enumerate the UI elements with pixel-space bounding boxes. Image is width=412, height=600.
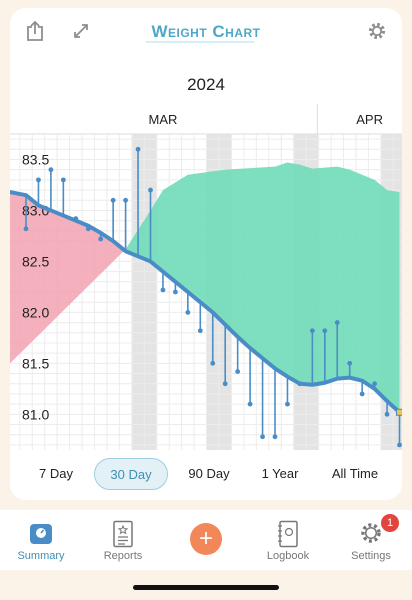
- gear-icon[interactable]: [364, 18, 390, 44]
- reading-point: [98, 236, 104, 242]
- reading-point: [384, 411, 390, 417]
- reading-point: [260, 434, 265, 440]
- range-7-day[interactable]: 7 Day: [39, 465, 73, 481]
- range-selector: 7 Day 30 Day 90 Day 1 Year All Time: [10, 458, 402, 492]
- reading-point: [36, 177, 41, 183]
- tab-label: Settings: [351, 550, 391, 562]
- reading-point: [235, 369, 241, 374]
- top-bar: Weight Chart: [10, 8, 402, 52]
- logbook-icon: [278, 520, 298, 548]
- reading-point: [222, 381, 228, 387]
- share-icon[interactable]: [22, 18, 48, 44]
- reading-point: [197, 328, 203, 334]
- tab-bar: Summary Reports + Logbook Settings: [0, 510, 412, 570]
- reading-point: [210, 360, 216, 366]
- range-90-day[interactable]: 90 Day: [188, 465, 230, 481]
- reading-point: [123, 197, 128, 203]
- reading-point: [60, 177, 66, 183]
- scale-icon: [30, 524, 52, 544]
- home-indicator: [133, 585, 279, 590]
- gear-icon: [361, 523, 381, 543]
- month-label: APR: [356, 112, 383, 127]
- reading-point: [48, 167, 54, 173]
- reading-point: [272, 434, 278, 440]
- tab-label: Logbook: [266, 550, 310, 562]
- reading-point: [173, 289, 178, 295]
- weight-loss-area: [125, 162, 400, 413]
- reading-point: [359, 391, 365, 397]
- title-underline: [146, 41, 254, 43]
- reading-point: [347, 360, 353, 366]
- tab-label: Summary: [17, 550, 65, 562]
- report-icon: [113, 520, 133, 548]
- y-tick-label: 81.0: [22, 406, 49, 422]
- year-label: 2024: [187, 75, 225, 94]
- weight-chart[interactable]: MAR APR 83.5 83.0 82.5 82.0 81.5 81.0: [10, 104, 402, 450]
- reading-point: [148, 187, 153, 193]
- latest-trend-point: [396, 408, 402, 416]
- reading-point: [135, 146, 141, 152]
- reading-point: [309, 328, 315, 334]
- range-30-day[interactable]: 30 Day: [94, 458, 168, 490]
- reading-point: [23, 226, 29, 232]
- y-tick-label: 83.5: [22, 151, 49, 167]
- y-tick-label: 81.5: [22, 355, 49, 371]
- month-label: MAR: [149, 112, 178, 127]
- chart-card: Weight Chart 2024 MAR APR 83.5 83.0 82.5 82.0…: [10, 8, 402, 500]
- reading-point: [322, 328, 328, 334]
- reading-point: [160, 287, 166, 293]
- y-tick-label: 82.0: [22, 304, 49, 320]
- tab-logbook[interactable]: Logbook: [253, 516, 323, 570]
- tab-settings[interactable]: Settings: [336, 516, 406, 570]
- settings-badge: 1: [381, 514, 399, 532]
- reading-point: [185, 309, 191, 315]
- tab-label: Reports: [103, 550, 143, 562]
- plus-icon[interactable]: +: [190, 523, 222, 555]
- reading-point: [372, 381, 377, 387]
- range-1-year[interactable]: 1 Year: [261, 465, 299, 481]
- y-tick-label: 82.5: [22, 253, 49, 269]
- reading-point: [334, 320, 340, 325]
- page-title: Weight Chart: [151, 22, 261, 41]
- reading-point: [247, 401, 253, 407]
- reading-point: [110, 197, 116, 203]
- reading-point: [285, 401, 290, 407]
- tab-summary[interactable]: Summary: [6, 516, 76, 570]
- expand-icon[interactable]: [68, 18, 94, 44]
- range-all-time[interactable]: All Time: [331, 465, 379, 481]
- reading-point: [397, 442, 402, 448]
- tab-reports[interactable]: Reports: [88, 516, 158, 570]
- trend-line: [10, 190, 402, 415]
- weight-gain-area: [10, 192, 126, 364]
